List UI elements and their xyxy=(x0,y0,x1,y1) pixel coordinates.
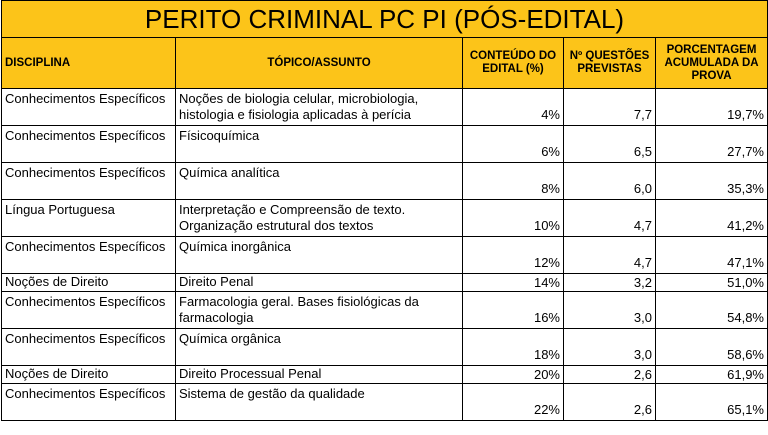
number-cell: 47,1% xyxy=(655,236,768,274)
number-cell: 3,0 xyxy=(563,291,656,329)
text-cell: Conhecimentos Específicos xyxy=(1,383,176,421)
text-cell: Farmacologia geral. Bases fisiológicas d… xyxy=(175,291,463,329)
number-cell: 65,1% xyxy=(655,383,768,421)
table-row: Conhecimentos Específicos Química orgânic… xyxy=(1,328,768,366)
number-cell: 18% xyxy=(462,328,564,366)
column-header: CONTEÚDO DO EDITAL (%) xyxy=(462,37,564,89)
number-cell: 51,0% xyxy=(655,273,768,292)
text-cell: Conhecimentos Específicos xyxy=(1,236,176,274)
number-cell: 19,7% xyxy=(655,88,768,126)
number-cell: 4% xyxy=(462,88,564,126)
table-body: PERITO CRIMINAL PC PI (PÓS-EDITAL) DISCI… xyxy=(1,0,768,421)
text-cell: Interpretação e Compreensão de texto. Or… xyxy=(175,199,463,237)
text-cell: Direito Processual Penal xyxy=(175,365,463,384)
number-cell: 2,6 xyxy=(563,365,656,384)
column-header: PORCENTAGEM ACUMULADA DA PROVA xyxy=(655,37,768,89)
number-cell: 58,6% xyxy=(655,328,768,366)
header-row: DISCIPLINA TÓPICO/ASSUNTO CONTEÚDO DO EDIT… xyxy=(1,37,768,89)
number-cell: 41,2% xyxy=(655,199,768,237)
table-row: Noções de Direito Direito Processual Pena… xyxy=(1,365,768,384)
table-row: Conhecimentos Específicos Noções de biolo… xyxy=(1,88,768,126)
text-cell: Conhecimentos Específicos xyxy=(1,291,176,329)
text-cell: Noções de biologia celular, microbiologi… xyxy=(175,88,463,126)
text-cell: Química analítica xyxy=(175,162,463,200)
number-cell: 6,0 xyxy=(563,162,656,200)
table-row: Conhecimentos Específicos Sistema de gest… xyxy=(1,383,768,421)
table-row: Conhecimentos Específicos Química inorgân… xyxy=(1,236,768,274)
number-cell: 4,7 xyxy=(563,236,656,274)
column-header: DISCIPLINA xyxy=(1,37,176,89)
number-cell: 35,3% xyxy=(655,162,768,200)
table-row: Conhecimentos Específicos Química analíti… xyxy=(1,162,768,200)
table-row: Conhecimentos Específicos Farmacologia ge… xyxy=(1,291,768,329)
title-row: PERITO CRIMINAL PC PI (PÓS-EDITAL) xyxy=(1,0,768,38)
column-header: TÓPICO/ASSUNTO xyxy=(175,37,463,89)
number-cell: 7,7 xyxy=(563,88,656,126)
number-cell: 12% xyxy=(462,236,564,274)
table-row: Língua Portuguesa Interpretação e Compree… xyxy=(1,199,768,237)
number-cell: 8% xyxy=(462,162,564,200)
number-cell: 16% xyxy=(462,291,564,329)
text-cell: Conhecimentos Específicos xyxy=(1,88,176,126)
text-cell: Conhecimentos Específicos xyxy=(1,162,176,200)
data-table: PERITO CRIMINAL PC PI (PÓS-EDITAL) DISCI… xyxy=(1,0,768,421)
text-cell: Noções de Direito xyxy=(1,273,176,292)
number-cell: 54,8% xyxy=(655,291,768,329)
number-cell: 27,7% xyxy=(655,125,768,163)
number-cell: 22% xyxy=(462,383,564,421)
number-cell: 14% xyxy=(462,273,564,292)
number-cell: 2,6 xyxy=(563,383,656,421)
text-cell: Direito Penal xyxy=(175,273,463,292)
number-cell: 6% xyxy=(462,125,564,163)
text-cell: Química orgânica xyxy=(175,328,463,366)
column-header: Nº QUESTÕES PREVISTAS xyxy=(563,37,656,89)
number-cell: 4,7 xyxy=(563,199,656,237)
number-cell: 3,0 xyxy=(563,328,656,366)
number-cell: 20% xyxy=(462,365,564,384)
text-cell: Noções de Direito xyxy=(1,365,176,384)
text-cell: Química inorgânica xyxy=(175,236,463,274)
number-cell: 6,5 xyxy=(563,125,656,163)
number-cell: 10% xyxy=(462,199,564,237)
title: PERITO CRIMINAL PC PI (PÓS-EDITAL) xyxy=(1,0,768,38)
text-cell: Conhecimentos Específicos xyxy=(1,328,176,366)
text-cell: Físicoquímica xyxy=(175,125,463,163)
number-cell: 61,9% xyxy=(655,365,768,384)
text-cell: Conhecimentos Específicos xyxy=(1,125,176,163)
number-cell: 3,2 xyxy=(563,273,656,292)
text-cell: Língua Portuguesa xyxy=(1,199,176,237)
table-row: Conhecimentos Específicos Físicoquímica 6%… xyxy=(1,125,768,163)
text-cell: Sistema de gestão da qualidade xyxy=(175,383,463,421)
table-row: Noções de Direito Direito Penal 14% 3,2 51,0… xyxy=(1,273,768,292)
